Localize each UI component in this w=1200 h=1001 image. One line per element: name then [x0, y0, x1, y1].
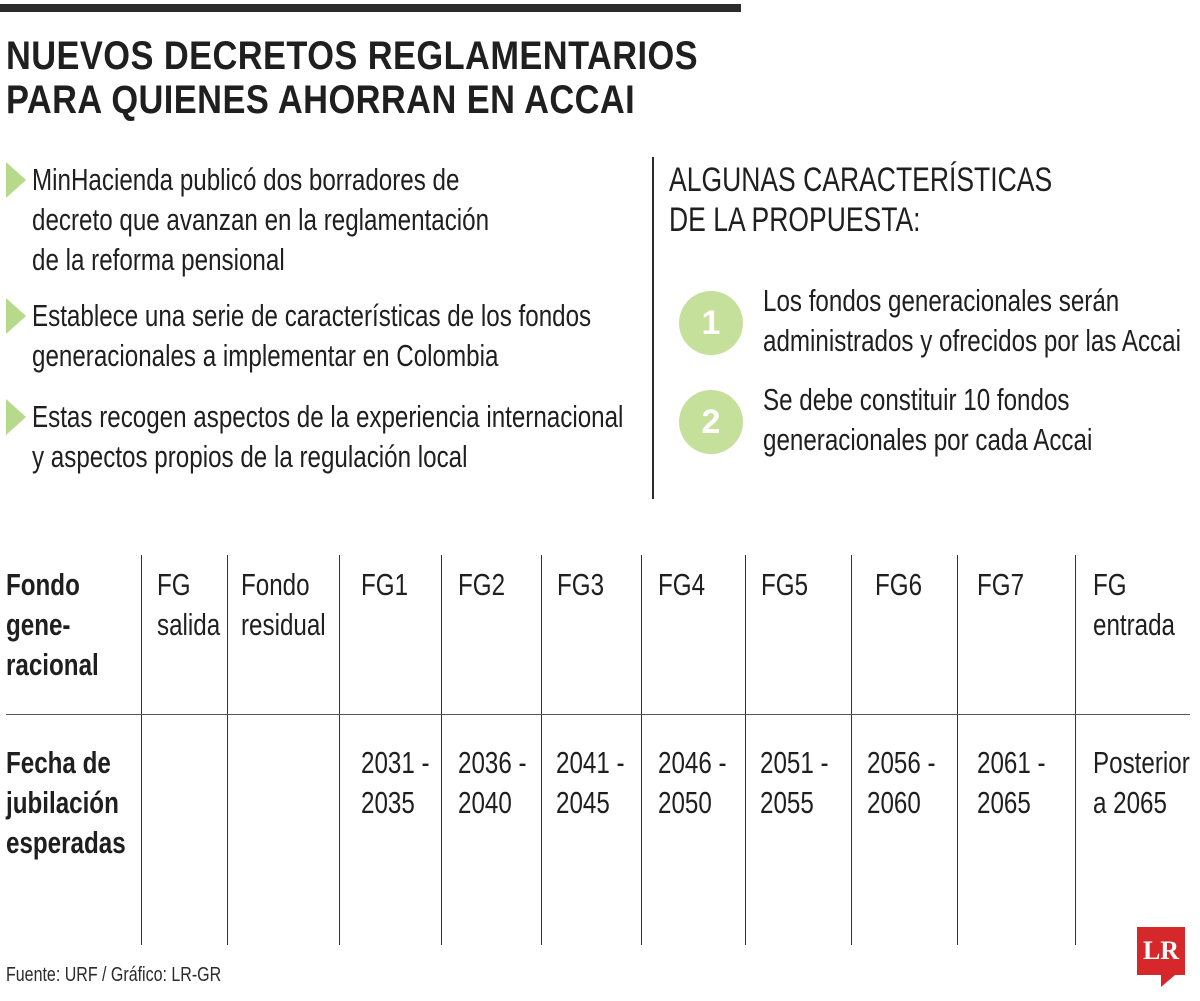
date-line: 2065: [977, 785, 1031, 820]
column-header-line: entrada: [1093, 607, 1176, 642]
date-line: 2051 -: [760, 745, 829, 780]
column-header-fg-entrada: FG entrada: [1093, 565, 1198, 645]
column-divider: [957, 555, 958, 945]
column-header-line: FG1: [361, 567, 409, 602]
column-header-line: FG5: [761, 567, 809, 602]
column-header-fg1: FG1: [361, 565, 421, 605]
date-line: 2036 -: [458, 745, 527, 780]
bullet-2-line-2: generacionales a implementar en Colombia: [32, 338, 499, 373]
bullet-1-line-1: MinHacienda publicó dos borradores de: [32, 162, 460, 197]
feature-2-line-1: Se debe constituir 10 fondos: [763, 382, 1070, 417]
headline-line-1: NUEVOS DECRETOS REGLAMENTARIOS: [6, 34, 699, 78]
date-line: Posterior: [1093, 745, 1190, 780]
header-label-line: Fondo: [6, 567, 80, 602]
date-line: 2050: [658, 785, 712, 820]
row-label-line: Fecha de: [6, 745, 111, 780]
bullet-3-line-2: y aspectos propios de la regulación loca…: [32, 439, 468, 474]
date-cell-fg3: 2041 - 2045: [556, 743, 644, 823]
date-line: 2055: [760, 785, 814, 820]
date-cell-fg-entrada: Posterior a 2065: [1093, 743, 1200, 823]
column-header-fg6: FG6: [875, 565, 935, 605]
row-label-line: esperadas: [6, 825, 126, 860]
feature-1-line-2: administrados y ofrecidos por las Accai: [763, 323, 1181, 358]
column-header-line: FG4: [658, 567, 706, 602]
date-line: 2031 -: [361, 745, 430, 780]
date-cell-fg6: 2056 - 2060: [867, 743, 955, 823]
features-title: ALGUNAS CARACTERÍSTICAS DE LA PROPUESTA:: [669, 160, 1160, 240]
column-header-line: FG: [1093, 567, 1127, 602]
date-line: 2035: [361, 785, 415, 820]
header-label: Fondo gene- racional: [6, 565, 125, 685]
bullet-2-line-1: Establece una serie de características d…: [32, 298, 592, 333]
column-divider: [851, 555, 852, 945]
row-divider: [6, 714, 1190, 715]
header-label-line: racional: [6, 647, 99, 682]
date-cell-fg7: 2061 - 2065: [977, 743, 1065, 823]
column-header-line: Fondo: [241, 567, 310, 602]
feature-2-line-2: generacionales por cada Accai: [763, 422, 1093, 457]
column-header-fg-salida: FG salida: [157, 565, 238, 645]
fund-table: Fondo gene- racional Fecha de jubilación…: [0, 555, 1200, 945]
column-header-line: salida: [157, 607, 221, 642]
column-header-line: FG7: [977, 567, 1025, 602]
lr-logo-tail: [1161, 975, 1175, 987]
number-badge: 1: [679, 291, 743, 355]
header-label-line: gene-: [6, 607, 71, 642]
triangle-bullet-icon: [6, 162, 26, 198]
column-divider: [227, 555, 228, 945]
column-header-fg7: FG7: [977, 565, 1037, 605]
row-label: Fecha de jubilación esperadas: [6, 743, 159, 863]
bullet-1-line-3: de la reforma pensional: [32, 242, 285, 277]
column-divider: [339, 555, 340, 945]
source-credit: Fuente: URF / Gráfico: LR-GR: [6, 963, 275, 987]
date-cell-fg1: 2031 - 2035: [361, 743, 449, 823]
column-header-fg4: FG4: [658, 565, 718, 605]
column-header-line: FG: [157, 567, 191, 602]
column-header-fg3: FG3: [557, 565, 617, 605]
date-line: 2056 -: [867, 745, 936, 780]
column-divider: [641, 555, 642, 945]
column-divider: [745, 555, 746, 945]
features-title-line-2: DE LA PROPUESTA:: [669, 201, 921, 239]
column-header-fg5: FG5: [761, 565, 821, 605]
column-divider: [541, 555, 542, 945]
date-line: 2045: [556, 785, 610, 820]
column-header-fondo-residual: Fondo residual: [241, 565, 350, 645]
features-title-line-1: ALGUNAS CARACTERÍSTICAS: [669, 161, 1053, 199]
date-line: 2046 -: [658, 745, 727, 780]
date-cell-fg5: 2051 - 2055: [760, 743, 848, 823]
triangle-bullet-icon: [6, 399, 26, 435]
date-cell-fg2: 2036 - 2040: [458, 743, 546, 823]
bullet-3-line-1: Estas recogen aspectos de la experiencia…: [32, 399, 624, 434]
feature-1-line-1: Los fondos generacionales serán: [763, 283, 1120, 318]
column-header-fg2: FG2: [458, 565, 518, 605]
top-rule: [0, 4, 741, 12]
triangle-bullet-icon: [6, 298, 26, 334]
row-label-line: jubilación: [6, 785, 119, 820]
column-header-line: FG6: [875, 567, 923, 602]
bullet-1-line-2: decreto que avanzan en la reglamentación: [32, 202, 490, 237]
column-header-line: FG3: [557, 567, 605, 602]
source-credit-text: Fuente: URF / Gráfico: LR-GR: [6, 964, 222, 986]
headline: NUEVOS DECRETOS REGLAMENTARIOS PARA QUIE…: [6, 34, 811, 122]
date-cell-fg4: 2046 - 2050: [658, 743, 746, 823]
column-divider: [1075, 555, 1076, 945]
date-line: 2041 -: [556, 745, 625, 780]
column-header-line: FG2: [458, 567, 506, 602]
headline-line-2: PARA QUIENES AHORRAN EN ACCAI: [6, 78, 636, 122]
date-line: a 2065: [1093, 785, 1167, 820]
lr-logo: LR: [1137, 927, 1185, 975]
column-header-line: residual: [241, 607, 326, 642]
column-divider: [141, 555, 142, 945]
date-line: 2060: [867, 785, 921, 820]
date-line: 2040: [458, 785, 512, 820]
column-divider: [441, 555, 442, 945]
vertical-divider: [652, 157, 654, 499]
date-line: 2061 -: [977, 745, 1046, 780]
number-badge: 2: [679, 390, 743, 454]
